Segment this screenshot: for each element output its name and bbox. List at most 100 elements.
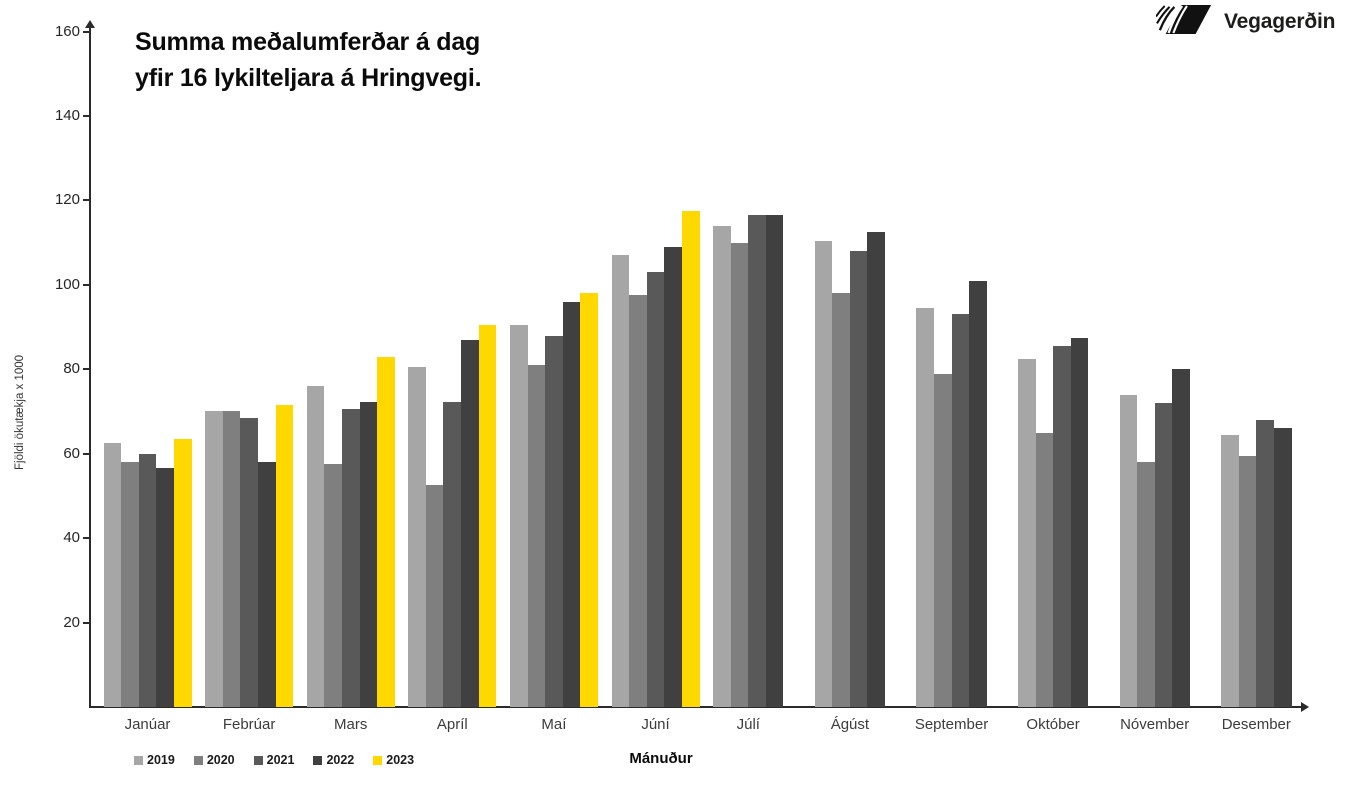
bar-2021-juni [647,272,664,707]
y-tick-60 [83,452,89,455]
month-label-agust: Ágúst [830,716,870,733]
bar-2019-oktober [1018,359,1036,707]
legend-item-2020: 2020 [193,753,235,767]
bar-2021-oktober [1053,346,1071,707]
legend-swatch-2022 [313,755,323,765]
bar-2022-november [1172,369,1190,707]
month-label-januar: Janúar [124,716,171,733]
legend-label-2019: 2019 [147,753,175,767]
vegagerdin-logo-text: Vegagerðin [1224,10,1336,33]
bar-2019-agust [815,241,832,707]
y-tick-label-160: 160 [54,22,80,40]
bar-2022-april [461,340,479,707]
y-tick-100 [83,283,89,286]
legend-item-2021: 2021 [253,753,295,767]
bar-2020-februar [223,411,240,707]
y-tick-label-120: 120 [54,191,80,209]
bar-2023-januar [174,439,192,707]
bar-2019-desember [1221,435,1239,707]
bar-2022-juli [766,215,783,707]
bar-2022-februar [258,462,276,707]
y-tick-label-140: 140 [54,106,80,124]
y-tick-80 [83,368,89,371]
month-label-oktober: Október [1026,716,1080,733]
bar-2020-agust [832,293,850,707]
bar-2021-mars [342,409,360,707]
bar-2020-november [1137,462,1155,707]
y-tick-120 [83,199,89,202]
bar-2019-mars [307,386,324,707]
legend-label-2023: 2023 [386,753,415,767]
bar-2019-november [1120,395,1137,707]
bar-2020-januar [121,462,139,707]
bar-2021-september [952,314,969,707]
month-label-mars: Mars [334,716,368,733]
bar-2023-mars [377,357,395,707]
legend-swatch-2021 [253,755,263,765]
y-tick-label-80: 80 [63,360,80,378]
bar-2021-agust [850,251,867,707]
month-label-juli: Júlí [736,716,760,733]
bar-2022-mars [360,402,377,707]
y-tick-label-60: 60 [63,444,80,462]
bar-2022-september [969,281,987,707]
bar-2020-juni [629,295,647,707]
legend-label-2020: 2020 [206,753,235,767]
chart-title-line1: Summa meðalumferðar á dag [135,28,481,56]
bar-2022-juni [664,247,682,707]
legend-item-2023: 2023 [373,753,414,767]
month-label-desember: Desember [1221,716,1291,733]
bar-2021-november [1155,403,1172,707]
bar-2023-februar [276,405,293,707]
legend-label-2021: 2021 [266,753,295,767]
legend-label-2022: 2022 [326,753,355,767]
bar-2020-juli [731,243,748,707]
bar-2021-desember [1256,420,1274,707]
y-tick-label-20: 20 [63,613,80,631]
bar-2021-februar [240,418,258,707]
bar-2023-juni [682,211,700,707]
bar-2022-mai [563,302,580,707]
bar-2023-mai [580,293,598,707]
x-axis [89,706,1301,708]
vegagerdin-logo-icon [1155,4,1214,40]
x-axis-arrow-icon [1301,702,1309,712]
y-axis-arrow-icon [85,20,95,28]
legend-item-2022: 2022 [313,753,354,767]
bar-2020-mars [324,464,342,707]
y-tick-140 [83,114,89,117]
y-tick-40 [83,537,89,540]
bar-2019-mai [510,325,528,707]
month-label-juni: Júní [641,716,670,733]
bar-2022-januar [156,468,174,707]
bar-2021-januar [139,454,156,707]
month-label-februar: Febrúar [222,716,276,733]
chart-title-line2: yfir 16 lykilteljara á Hringvegi. [135,64,482,92]
bar-2019-januar [104,443,121,707]
y-tick-label-40: 40 [63,529,80,547]
legend: 2019 2020 2021 2022 2023 [134,753,414,767]
bar-2020-september [934,374,952,707]
bar-2020-april [426,485,443,707]
y-tick-label-100: 100 [54,275,80,293]
legend-swatch-2019 [134,755,143,765]
bar-2022-oktober [1071,338,1088,707]
month-label-april: Apríl [436,716,468,733]
bar-2020-oktober [1036,433,1053,707]
vegagerdin-logo: Vegagerðin [1155,4,1336,40]
y-tick-20 [83,621,89,624]
legend-swatch-2020 [193,755,203,765]
bar-2022-agust [867,232,885,707]
bar-2023-april [479,325,496,707]
legend-swatch-2023 [373,755,383,765]
bar-2019-april [408,367,426,707]
chart-title: Summa meðalumferðar á dag yfir 16 lykilt… [135,24,482,96]
bar-2021-juli [748,215,766,707]
month-label-november: Nóvember [1120,716,1190,733]
x-axis-title: Mánuður [629,750,693,767]
y-axis-title: Fjöldi ökutækja x 1000 [14,354,26,470]
y-axis [89,28,91,708]
bar-2019-juni [612,255,629,707]
bar-2019-juli [713,226,731,707]
